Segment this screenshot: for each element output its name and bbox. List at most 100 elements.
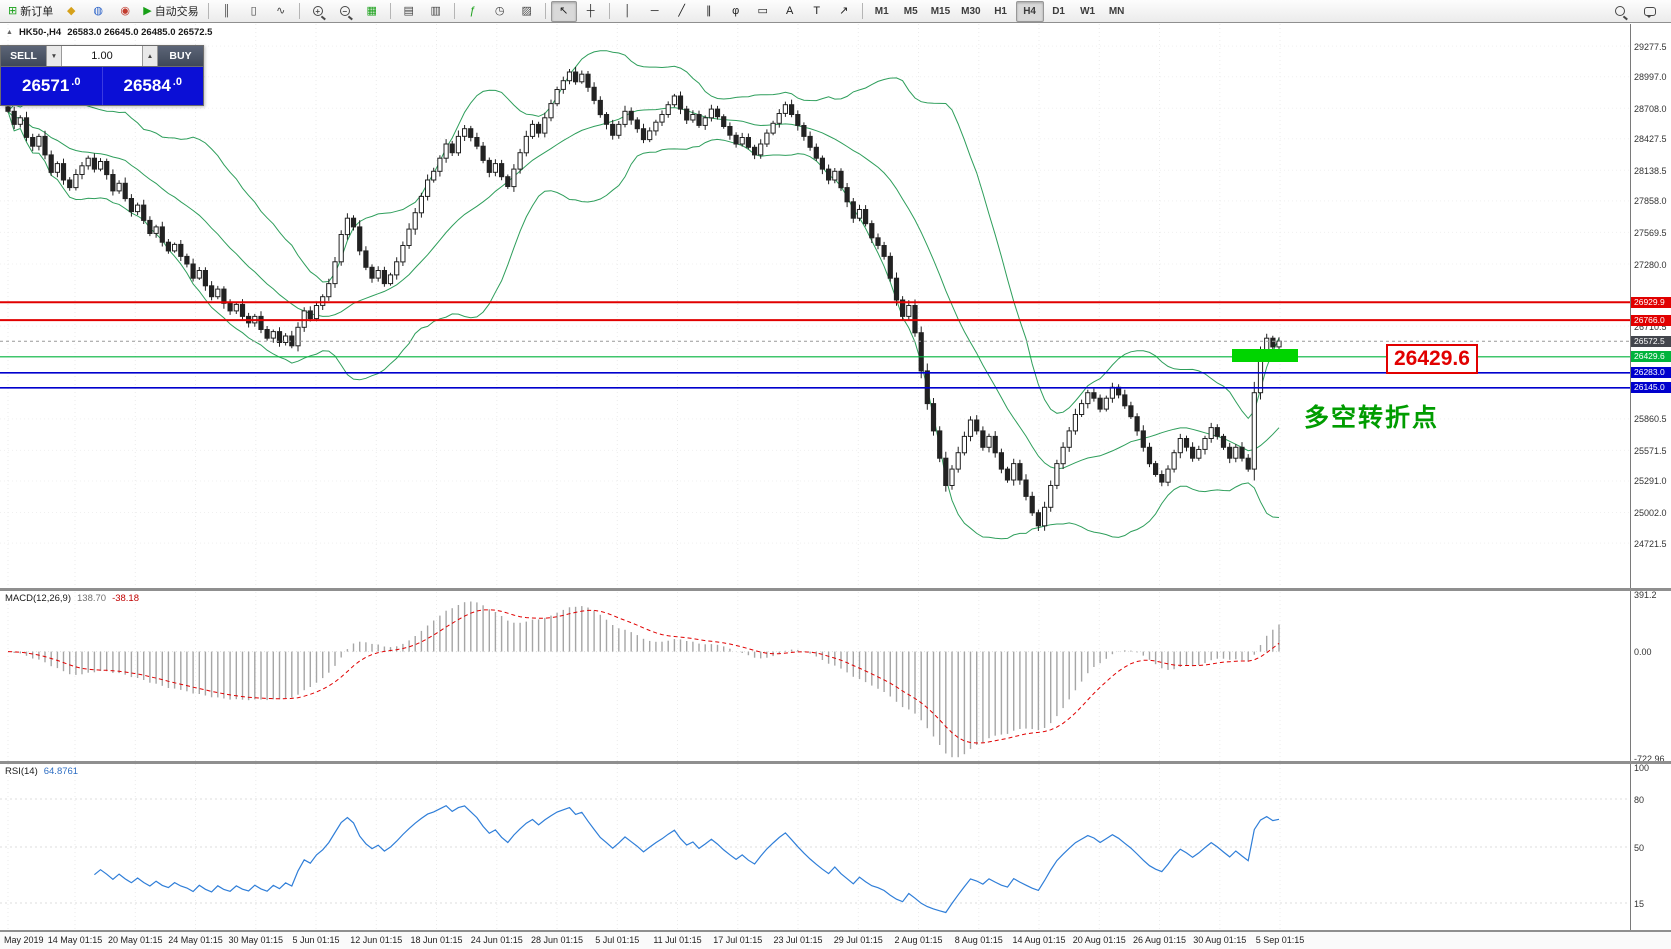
channel-tool-button[interactable]: ∥ (696, 1, 722, 22)
toolbar-separator (453, 3, 455, 19)
timeframe-m1-button[interactable]: M1 (874, 5, 889, 17)
price-axis[interactable]: 29277.5 28997.0 28708.0 28427.5 28138.5 27858… (1630, 24, 1671, 932)
zoom-in-button[interactable]: + (305, 1, 331, 22)
chart-grid-icon-button[interactable]: ▦ (359, 1, 385, 22)
price-axis-label: 26710.5 (1634, 321, 1667, 332)
market-watch-icon-button[interactable]: ◍ (85, 1, 111, 22)
one-click-trading-panel: SELL ▼ 1.00 ▲ BUY 26571.0 26584.0 (0, 45, 204, 106)
macd-histogram (13, 601, 1280, 758)
data-window-icon-button[interactable]: ◉ (112, 1, 138, 22)
panel-splitter[interactable] (0, 588, 1671, 591)
panel-splitter[interactable] (0, 930, 1671, 932)
chat-icon-icon (1644, 6, 1656, 18)
cursor-tool-button[interactable]: ↖ (550, 0, 577, 22)
templates-icon-button[interactable]: ▨ (514, 1, 540, 22)
date-axis-label: 20 May 01:15 (107, 935, 163, 945)
rsi-axis-label: 15 (1634, 898, 1645, 909)
rsi-axis-label: 80 (1634, 794, 1645, 805)
volume-increase-button[interactable]: ▲ (142, 46, 158, 66)
sell-button[interactable]: SELL (1, 46, 46, 66)
shapes-tool-icon: ▭ (757, 4, 768, 17)
line-chart-type-icon: ∿ (276, 4, 286, 17)
new-order-button[interactable]: ⊞ 新订单 (4, 1, 57, 22)
price-callout[interactable]: 26429.6 (1386, 344, 1478, 374)
date-axis-label: 30 Aug 01:15 (1193, 935, 1247, 945)
price-axis-label: 27858.0 (1634, 196, 1667, 207)
price-axis-label: 28427.5 (1634, 134, 1667, 145)
search-icon-button[interactable] (1607, 1, 1633, 22)
fibonacci-tool-button[interactable]: φ (723, 1, 749, 22)
toolbar-right-group (1607, 1, 1667, 22)
vertical-line-tool-icon: │ (624, 4, 632, 17)
vertical-line-tool-button[interactable]: │ (615, 1, 641, 22)
price-badge: 26929.9 (1631, 296, 1671, 308)
bar-chart-type-button[interactable]: ║ (214, 1, 240, 22)
sell-price-display[interactable]: 26571.0 (1, 67, 102, 105)
macd-axis-label: -722.96 (1634, 753, 1665, 764)
label-tool-button[interactable]: T (804, 1, 830, 22)
buy-price-display[interactable]: 26584.0 (101, 67, 203, 105)
timeframe-mn-button[interactable]: MN (1108, 5, 1125, 17)
timeframe-h1-button[interactable]: H1 (994, 5, 1007, 17)
autotrading-button[interactable]: ▶ 自动交易 (139, 1, 202, 22)
tile-windows-icon-button[interactable]: ▤ (396, 1, 422, 22)
text-tool-button[interactable]: A (777, 1, 803, 22)
bar-chart-type-icon: ║ (222, 4, 231, 17)
date-axis[interactable]: May 2019 14 May 01:15 20 May 01:15 24 May 0… (0, 932, 1671, 949)
date-axis-label: 14 May 01:15 (47, 935, 103, 945)
bearish-candles (5, 71, 1276, 527)
turning-point-label[interactable]: 多空转折点 (1304, 404, 1440, 432)
date-axis-label: 29 Jul 01:15 (833, 935, 883, 945)
arrows-tool-button[interactable]: ↗ (831, 1, 857, 22)
macd-axis-label: 0.00 (1634, 647, 1652, 658)
symbol-period-label: HK50-,H4 (18, 27, 62, 38)
arrows-tool-icon: ↗ (839, 4, 849, 17)
toolbar-separator (207, 3, 209, 19)
date-axis-label: 12 Jun 01:15 (350, 935, 403, 945)
crosshair-tool-icon: ┼ (586, 4, 595, 17)
timeframe-h4-button[interactable]: H4 (1015, 0, 1044, 22)
rsi-line (94, 804, 1280, 914)
line-chart-type-button[interactable]: ∿ (268, 1, 294, 22)
date-axis-label: 24 Jun 01:15 (470, 935, 523, 945)
charts-bar-icon-button[interactable]: ◆ (58, 1, 84, 22)
toolbar-separator (861, 3, 863, 19)
chart-info: ▲ HK50-,H4 26583.0 26645.0 26485.0 26572… (6, 27, 212, 38)
date-axis-label: 5 Jul 01:15 (595, 935, 640, 945)
macd-panel-label: MACD(12,26,9) 138.70 -38.18 (5, 593, 139, 604)
trendline-tool-button[interactable]: ╱ (669, 1, 695, 22)
indicators-icon-button[interactable]: ƒ (460, 1, 486, 22)
date-axis-label: 24 May 01:15 (168, 935, 223, 945)
toolbar: ⊞ 新订单 ◆ ◍ ◉ ▶ 自动交易 ║ ▯ ∿ + − ▦ ▤ ▥ ƒ ◷ ▨ ↖ ┼ │ ─ ╱ ∥ φ ▭ A T ↗ M1 M5 M1… (0, 0, 1671, 23)
candlestick-type-button[interactable]: ▯ (241, 1, 267, 22)
volume-input[interactable]: 1.00 (62, 46, 142, 66)
price-axis-label: 29277.5 (1634, 41, 1667, 52)
timeframe-m5-button[interactable]: M5 (903, 5, 918, 17)
buy-button[interactable]: BUY (158, 46, 203, 66)
autotrading-icon: ▶ (143, 4, 152, 17)
cascade-windows-icon-button[interactable]: ▥ (423, 1, 449, 22)
timeframe-m15-button[interactable]: M15 (930, 5, 951, 17)
panel-splitter[interactable] (0, 761, 1671, 764)
horizontal-lines[interactable] (0, 301, 1630, 389)
timeframe-d1-button[interactable]: D1 (1052, 5, 1065, 17)
new-order-icon: ⊞ (8, 4, 18, 17)
volume-decrease-button[interactable]: ▼ (46, 46, 62, 66)
horizontal-gridlines (0, 45, 1630, 544)
date-axis-label: 17 Jul 01:15 (713, 935, 763, 945)
date-axis-label: 26 Aug 01:15 (1132, 935, 1187, 945)
horizontal-line-tool-button[interactable]: ─ (642, 1, 668, 22)
timeframe-w1-button[interactable]: W1 (1080, 5, 1096, 17)
timeframe-m30-button[interactable]: M30 (961, 5, 981, 17)
crosshair-tool-button[interactable]: ┼ (578, 1, 604, 22)
price-badge: 26572.5 (1631, 335, 1671, 347)
date-axis-label: 20 Aug 01:15 (1072, 935, 1126, 945)
price-badge: 26283.0 (1631, 367, 1671, 379)
chat-icon-button[interactable] (1637, 1, 1663, 22)
periods-icon-button[interactable]: ◷ (487, 1, 513, 22)
date-axis-label: 11 Jul 01:15 (653, 935, 702, 945)
shapes-tool-button[interactable]: ▭ (750, 1, 776, 22)
zoom-out-button[interactable]: − (332, 1, 358, 22)
highlight-rectangle[interactable] (1232, 349, 1298, 362)
